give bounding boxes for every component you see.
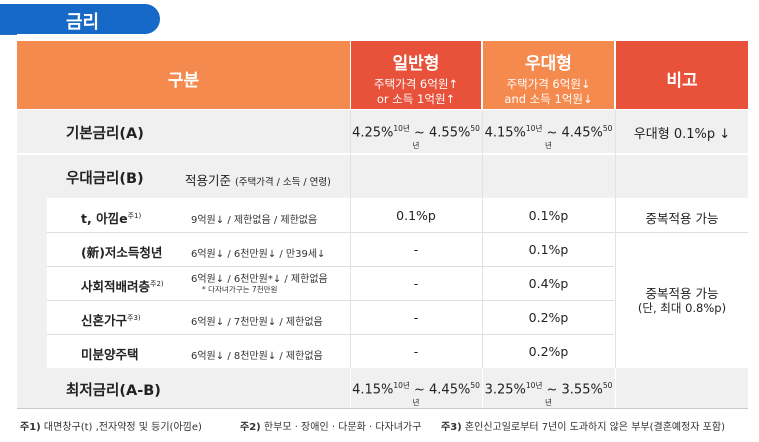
section-title: 금리 — [66, 12, 100, 33]
pref-row-name: 사회적배려층주2) — [81, 279, 164, 294]
header-preferred-line1: 주택가격 6억원↓ — [506, 77, 591, 91]
pref-row-preferred: 0.1%p — [528, 242, 569, 257]
row-divider — [47, 300, 614, 301]
pref-row-criteria: 6억원↓ / 6천만원*↓ / 제한없음 — [191, 274, 328, 285]
footnote-2: 주2) 한부모 · 장애인 · 다문화 · 다자녀가구 — [240, 422, 422, 433]
footnote-1: 주1) 대면창구(t) ,전자약정 및 등기(아낌e) — [20, 422, 202, 433]
min-rate-label: 최저금리(A-B) — [66, 383, 161, 399]
pref-row-criteria-note: * 다자녀가구는 7천만원 — [202, 285, 278, 294]
col-divider — [482, 368, 483, 408]
footnote-3: 주3) 혼인신고일로부터 7년이 도과하지 않은 부부(결혼예정자 포함) — [441, 422, 725, 433]
pref-row-criteria: 9억원↓ / 제한없음 / 제한없음 — [191, 215, 318, 226]
base-rate-general: 4.25%10년 ~ 4.55%50년 — [352, 124, 480, 151]
header-category-cell: 구분 — [17, 41, 350, 109]
min-rate-preferred: 3.25%10년 ~ 3.55%50년 — [484, 381, 613, 408]
pref-row-name: 신혼가구주3) — [81, 313, 141, 328]
base-rate-remark: 우대형 0.1%p ↓ — [633, 127, 731, 142]
table-bottom-border — [17, 408, 748, 409]
col-divider — [482, 110, 483, 408]
pref-rate-title-row — [17, 155, 748, 198]
col-divider — [615, 368, 616, 408]
row-divider — [47, 232, 748, 233]
pref-row-criteria: 6억원↓ / 8천만원↓ / 제한없음 — [191, 351, 323, 362]
pref-row-preferred: 0.2%p — [528, 344, 569, 359]
pref-row-name: t, 아낌e주1) — [81, 211, 142, 226]
pref-row-general: - — [413, 344, 419, 359]
pref-rate-label: 우대금리(B) — [66, 171, 144, 187]
pref-row-general: - — [413, 310, 419, 325]
col-divider — [350, 110, 351, 408]
pref-remark-2-line2: (단, 최대 0.8%p) — [637, 301, 727, 315]
min-rate-general: 4.15%10년 ~ 4.45%50년 — [352, 381, 480, 408]
pref-row-name: 미분양주택 — [81, 347, 139, 362]
base-rate-row — [17, 110, 748, 153]
base-rate-label: 기본금리(A) — [66, 126, 144, 142]
header-general-title: 일반형 — [392, 54, 440, 74]
pref-remark-1: 중복적용 가능 — [645, 211, 719, 226]
pref-row-general: - — [413, 242, 419, 257]
header-remarks: 비고 — [666, 71, 698, 91]
col-divider — [615, 110, 616, 408]
section-tab: 금리 — [0, 4, 160, 34]
pref-remark-2-line1: 중복적용 가능 — [645, 286, 719, 301]
pref-row-name: (新)저소득청년 — [81, 245, 163, 260]
header-preferred-line2: and 소득 1억원↓ — [504, 92, 593, 106]
pref-row-general: - — [413, 276, 419, 291]
pref-row-preferred: 0.1%p — [528, 208, 569, 223]
header-preferred-title: 우대형 — [525, 54, 572, 74]
col-divider — [350, 368, 351, 408]
pref-criteria-title: 적용기준 (주택가격 / 소득 / 연령) — [185, 173, 331, 188]
header-general-line2: or 소득 1억원↑ — [376, 92, 456, 106]
row-divider — [47, 334, 614, 335]
header-category: 구분 — [167, 71, 200, 91]
tab-divider — [0, 34, 17, 35]
min-rate-row — [17, 368, 748, 408]
pref-row-general: 0.1%p — [396, 208, 436, 223]
pref-row-criteria: 6억원↓ / 6천만원↓ / 만39세↓ — [191, 249, 326, 260]
header-general-line1: 주택가격 6억원↑ — [373, 77, 459, 91]
pref-row-criteria: 6억원↓ / 7천만원↓ / 제한없음 — [191, 317, 323, 328]
pref-row-preferred: 0.4%p — [528, 276, 569, 291]
header-remarks-cell: 비고 — [616, 41, 748, 109]
base-rate-preferred: 4.15%10년 ~ 4.45%50년 — [484, 124, 613, 151]
header-preferred-cell: 우대형 주택가격 6억원↓ and 소득 1억원↓ — [483, 41, 614, 109]
pref-row-preferred: 0.2%p — [528, 310, 569, 325]
sub-rows-indent — [17, 198, 47, 368]
row-divider — [47, 266, 614, 267]
header-general-cell: 일반형 주택가격 6억원↑ or 소득 1억원↑ — [351, 41, 481, 109]
